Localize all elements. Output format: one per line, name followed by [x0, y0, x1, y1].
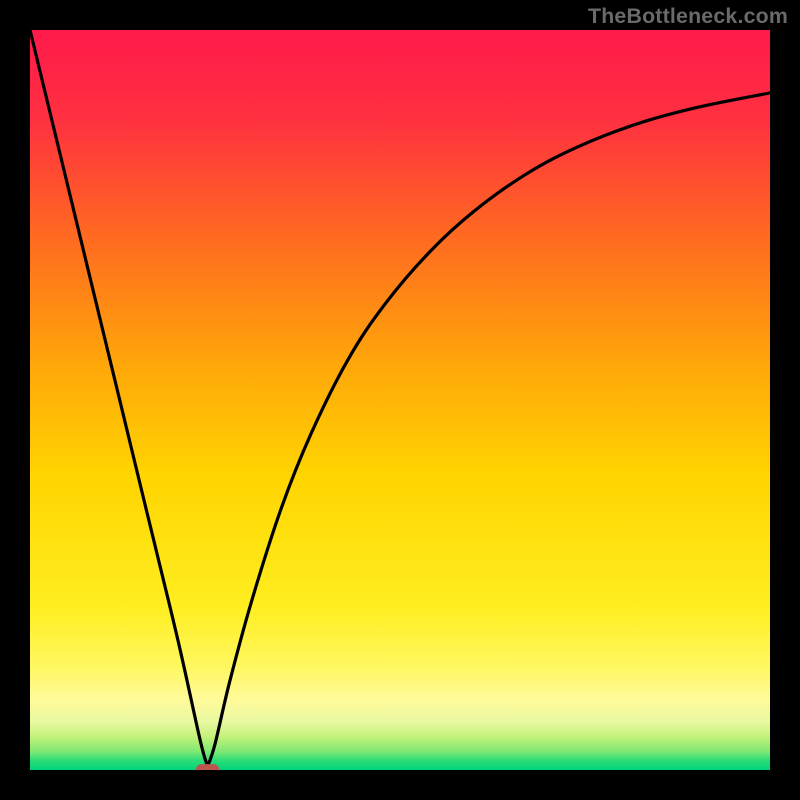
chart-frame: TheBottleneck.com	[0, 0, 800, 800]
gradient-background	[30, 30, 770, 770]
plot-area	[30, 30, 770, 770]
watermark-text: TheBottleneck.com	[588, 4, 788, 29]
chart-svg	[30, 30, 770, 770]
vertex-marker	[196, 764, 220, 770]
